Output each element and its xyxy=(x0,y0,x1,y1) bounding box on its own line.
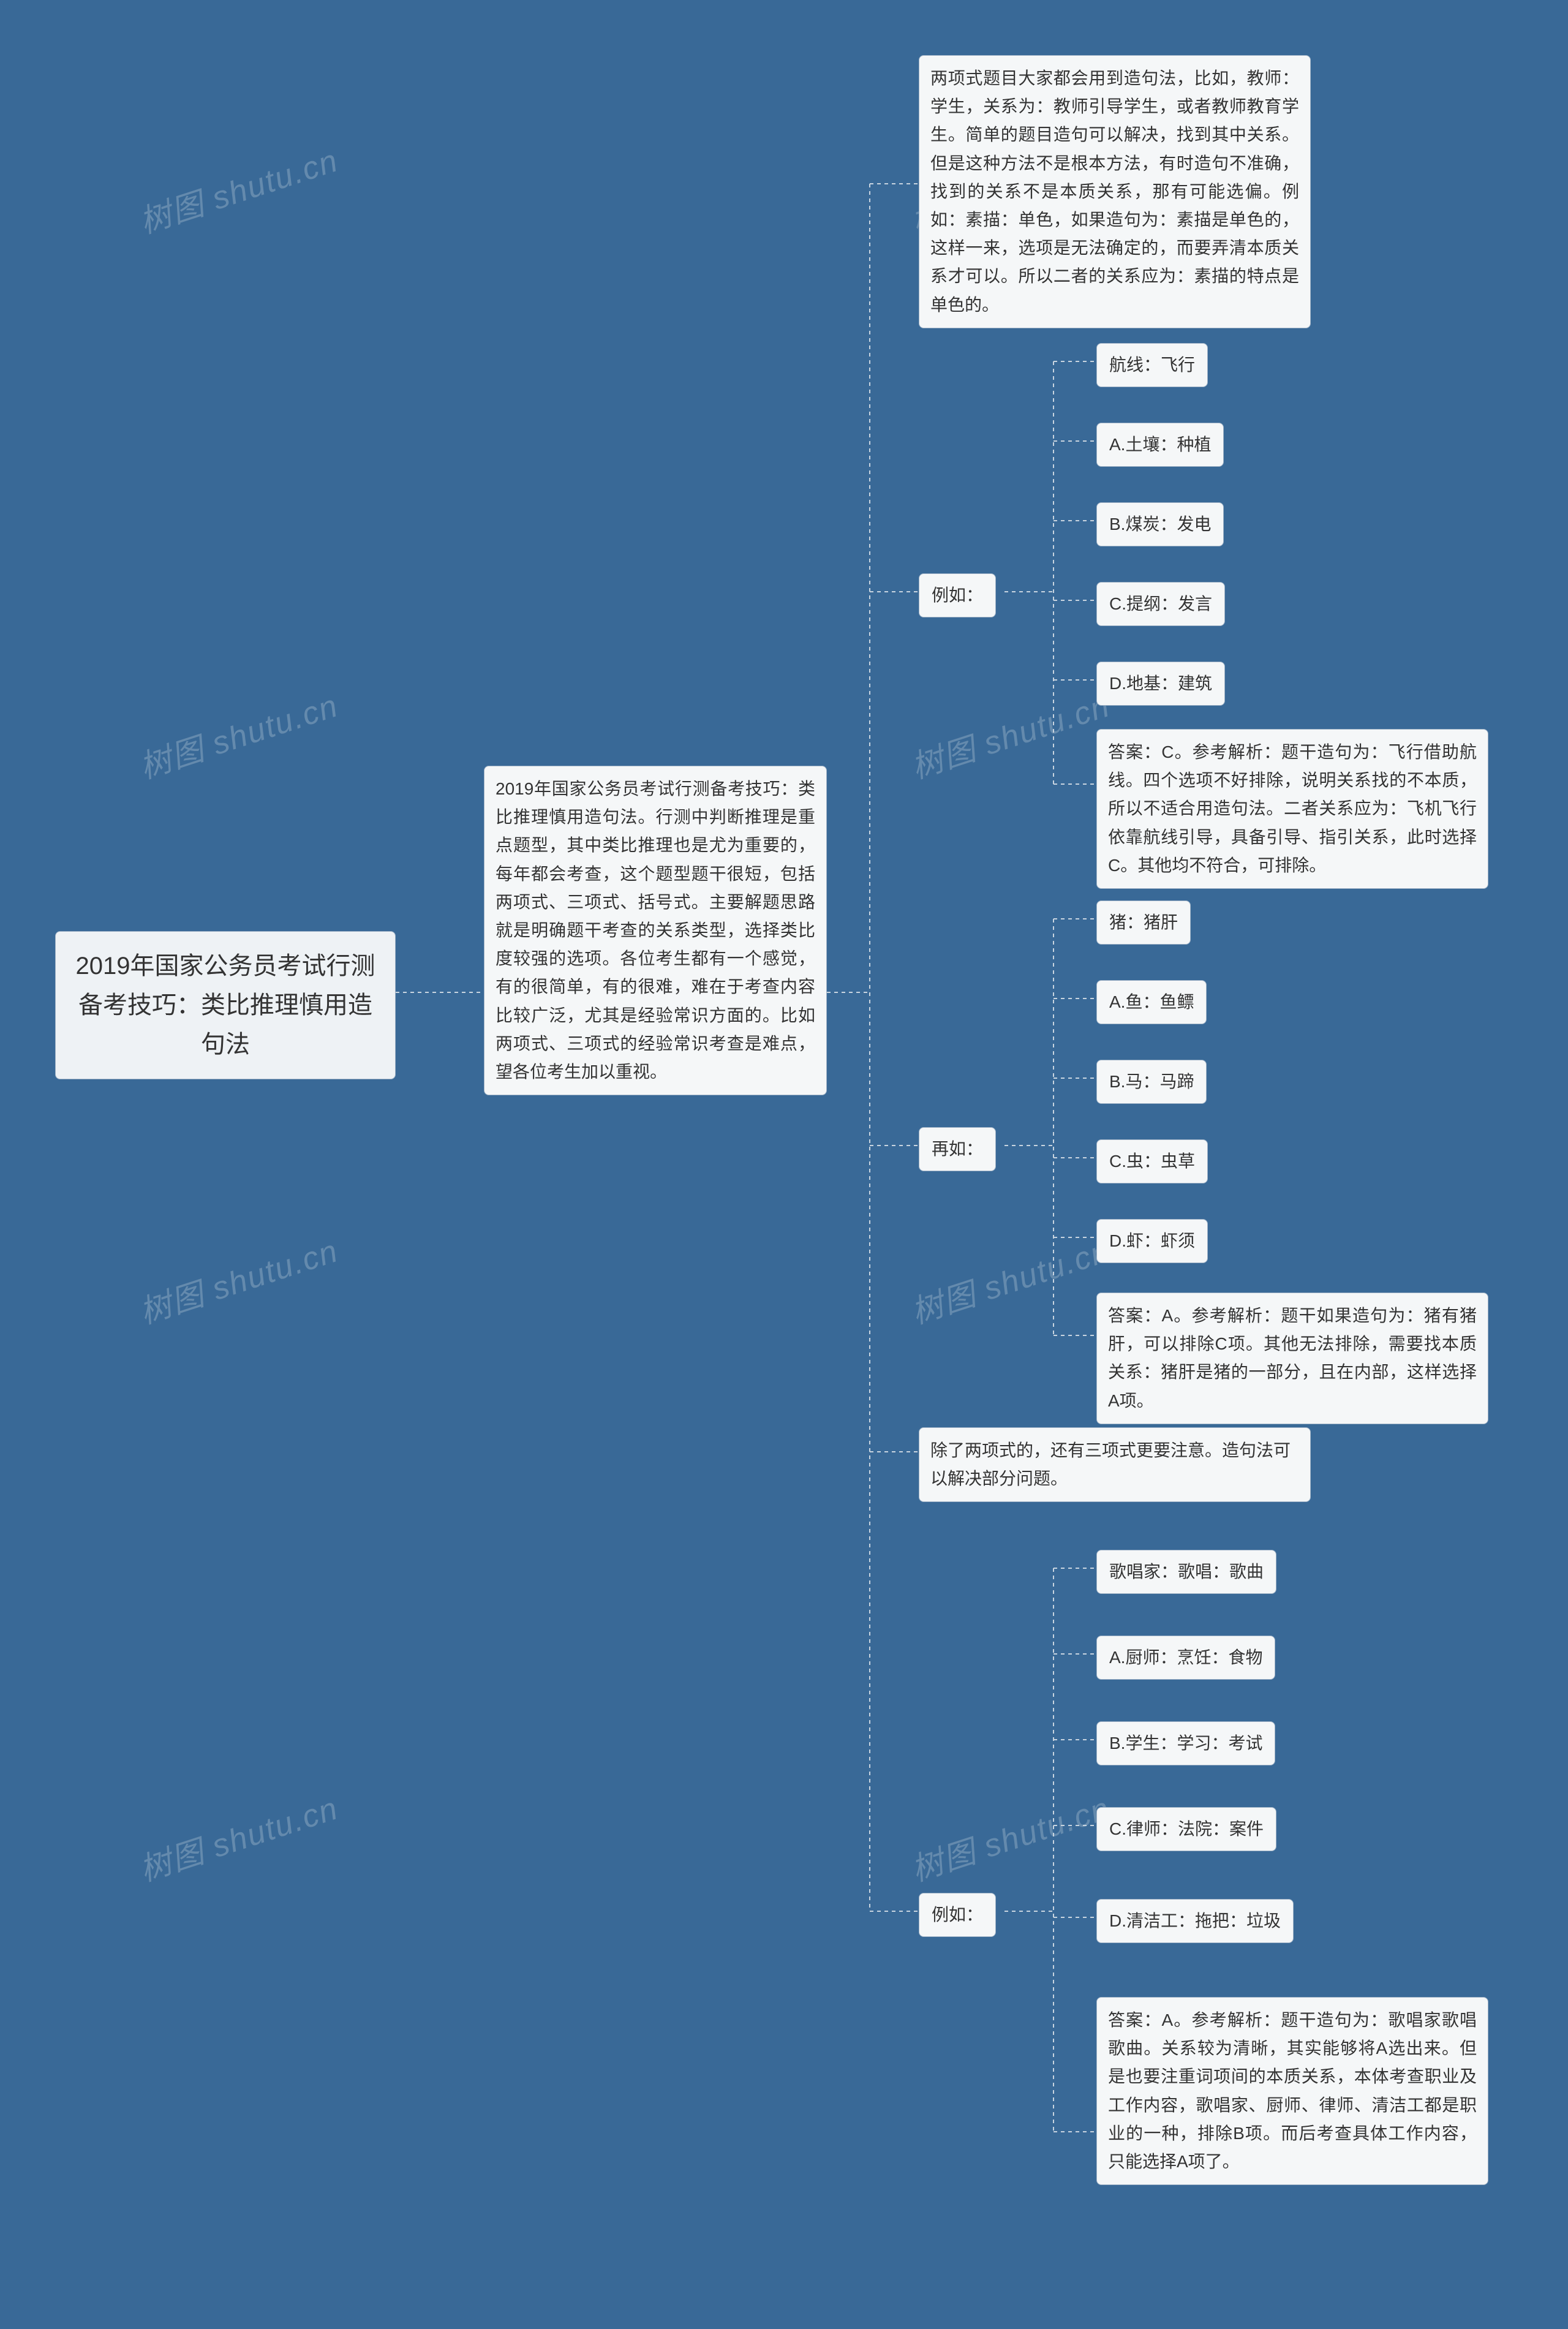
ex1-option-a: A.土壤：种植 xyxy=(1096,423,1224,467)
ex1-option-b: B.煤炭：发电 xyxy=(1096,502,1224,546)
ex3-stem: 歌唱家：歌唱：歌曲 xyxy=(1096,1550,1276,1594)
watermark: 树图 shutu.cn xyxy=(905,680,1115,787)
ex2-answer: 答案：A。参考解析：题干如果造句为：猪有猪肝，可以排除C项。其他无法排除，需要找… xyxy=(1096,1293,1488,1424)
ex3-option-d: D.清洁工：拖把：垃圾 xyxy=(1096,1899,1294,1943)
level2-intro: 2019年国家公务员考试行测备考技巧：类比推理慎用造句法。行测中判断推理是重点题… xyxy=(484,766,827,1095)
watermark: 树图 shutu.cn xyxy=(133,680,344,787)
ex2-label: 再如： xyxy=(919,1127,996,1171)
ex1-option-d: D.地基：建筑 xyxy=(1096,662,1225,706)
ex3-option-b: B.学生：学习：考试 xyxy=(1096,1721,1275,1765)
ex3-option-c: C.律师：法院：案件 xyxy=(1096,1807,1276,1851)
ex3-label: 例如： xyxy=(919,1893,996,1937)
mid-note: 除了两项式的，还有三项式更要注意。造句法可以解决部分问题。 xyxy=(919,1427,1311,1502)
ex3-answer: 答案：A。参考解析：题干造句为：歌唱家歌唱歌曲。关系较为清晰，其实能够将A选出来… xyxy=(1096,1997,1488,2185)
ex2-option-a: A.鱼：鱼鳔 xyxy=(1096,980,1207,1024)
ex2-stem: 猪：猪肝 xyxy=(1096,900,1191,945)
ex1-answer: 答案：C。参考解析：题干造句为：飞行借助航线。四个选项不好排除，说明关系找的不本… xyxy=(1096,729,1488,889)
connector-lines xyxy=(0,0,1568,2329)
ex2-option-c: C.虫：虫草 xyxy=(1096,1139,1208,1183)
ex1-option-c: C.提纲：发言 xyxy=(1096,582,1225,626)
watermark: 树图 shutu.cn xyxy=(133,1783,344,1890)
root-node: 2019年国家公务员考试行测备考技巧：类比推理慎用造句法 xyxy=(55,931,396,1079)
watermark: 树图 shutu.cn xyxy=(133,135,344,242)
ex2-option-b: B.马：马蹄 xyxy=(1096,1060,1207,1104)
watermark: 树图 shutu.cn xyxy=(905,1783,1115,1890)
watermark: 树图 shutu.cn xyxy=(905,1225,1115,1332)
ex1-label: 例如： xyxy=(919,573,996,617)
level3-intro: 两项式题目大家都会用到造句法，比如，教师：学生，关系为：教师引导学生，或者教师教… xyxy=(919,55,1311,328)
ex3-option-a: A.厨师：烹饪：食物 xyxy=(1096,1636,1275,1680)
watermark: 树图 shutu.cn xyxy=(133,1225,344,1332)
ex2-option-d: D.虾：虾须 xyxy=(1096,1219,1208,1263)
ex1-stem: 航线：飞行 xyxy=(1096,343,1208,387)
